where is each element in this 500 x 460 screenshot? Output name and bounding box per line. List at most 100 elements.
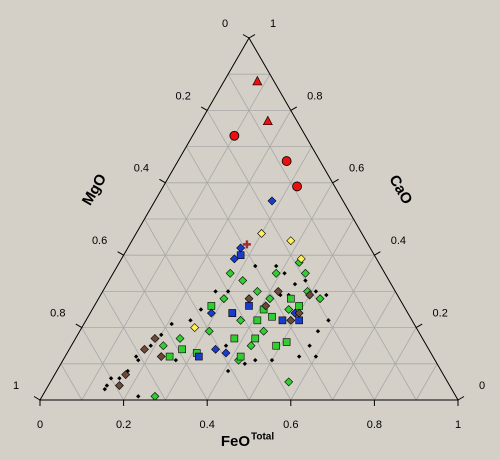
point (165, 352, 174, 361)
tick-mark (248, 34, 256, 39)
grid-line (185, 146, 333, 401)
left-tick-label: 0.2 (176, 90, 191, 102)
point (225, 368, 231, 374)
point (158, 341, 168, 351)
tick-mark (290, 106, 298, 111)
point (242, 240, 251, 249)
point (117, 376, 122, 381)
point (136, 394, 141, 399)
point (278, 316, 287, 325)
point (195, 352, 203, 361)
point (102, 386, 107, 392)
point (221, 348, 231, 358)
point (286, 315, 296, 325)
point (150, 334, 160, 343)
point (303, 278, 308, 283)
bottom-axis-title-sup: Total (251, 432, 274, 443)
point (108, 376, 114, 381)
point (273, 286, 283, 296)
bottom-tick-label: 0.6 (283, 419, 298, 431)
tick-mark (415, 323, 423, 329)
point (242, 361, 248, 366)
tick-mark (159, 178, 166, 184)
tick-mark (117, 251, 124, 256)
point (223, 343, 229, 348)
point (213, 289, 218, 294)
left-tick-label: 0.6 (92, 235, 107, 247)
point (169, 321, 174, 327)
point (114, 381, 124, 390)
point (156, 352, 166, 361)
point (190, 323, 200, 333)
point (253, 357, 258, 363)
point (251, 334, 260, 343)
point (296, 354, 302, 359)
point (284, 305, 294, 314)
point (295, 316, 303, 325)
grid-line (123, 254, 208, 401)
point (236, 315, 246, 325)
point (133, 354, 139, 359)
bottom-tick-label: 0.8 (367, 419, 382, 431)
point (259, 326, 269, 336)
right-tick-label: 0.4 (391, 235, 406, 247)
point (252, 286, 262, 296)
point (313, 289, 319, 294)
left-tick-label: 0.8 (50, 308, 65, 320)
right-tick-label: 0.8 (307, 90, 322, 102)
point (324, 292, 329, 298)
point (159, 332, 164, 338)
point (281, 156, 292, 166)
point (173, 357, 179, 363)
point (238, 276, 248, 285)
point (206, 308, 216, 318)
point (252, 75, 263, 86)
tick-mark (242, 34, 250, 39)
point (236, 352, 245, 361)
grid-line (290, 254, 375, 401)
point (188, 318, 193, 323)
point (292, 281, 298, 287)
point (230, 334, 239, 343)
point (284, 377, 294, 387)
point (229, 254, 239, 264)
grid-line (374, 327, 417, 401)
grid-line (81, 327, 124, 401)
point (301, 268, 310, 278)
point (244, 294, 254, 304)
point (236, 251, 245, 259)
point (261, 301, 271, 311)
point (121, 370, 131, 380)
point (245, 302, 253, 310)
point (292, 181, 302, 192)
point (272, 341, 280, 350)
left-tick-label: 0.4 (134, 163, 149, 175)
point (273, 263, 279, 269)
point (286, 294, 295, 303)
point (268, 312, 276, 321)
point (313, 354, 319, 359)
grid-line (81, 73, 271, 401)
left-tick-label: 0 (222, 18, 228, 30)
point (219, 294, 229, 304)
grid-line (102, 291, 166, 401)
grid-line (144, 218, 250, 401)
bottom-tick-label: 0.4 (200, 419, 215, 431)
point (198, 307, 204, 312)
point (253, 316, 262, 325)
bottom-tick-label: 0.2 (116, 419, 131, 431)
point (211, 344, 220, 354)
grid-line (165, 146, 313, 401)
grid-line (60, 363, 83, 401)
point (296, 254, 306, 264)
grid-line (227, 73, 417, 401)
point (104, 383, 110, 388)
right-tick-label: 0.2 (433, 308, 448, 320)
right-axis-title: CaO (385, 172, 415, 207)
tick-mark (75, 323, 83, 329)
tick-mark (332, 178, 339, 184)
point (136, 357, 141, 363)
point (282, 271, 287, 276)
tick-mark (374, 251, 381, 256)
